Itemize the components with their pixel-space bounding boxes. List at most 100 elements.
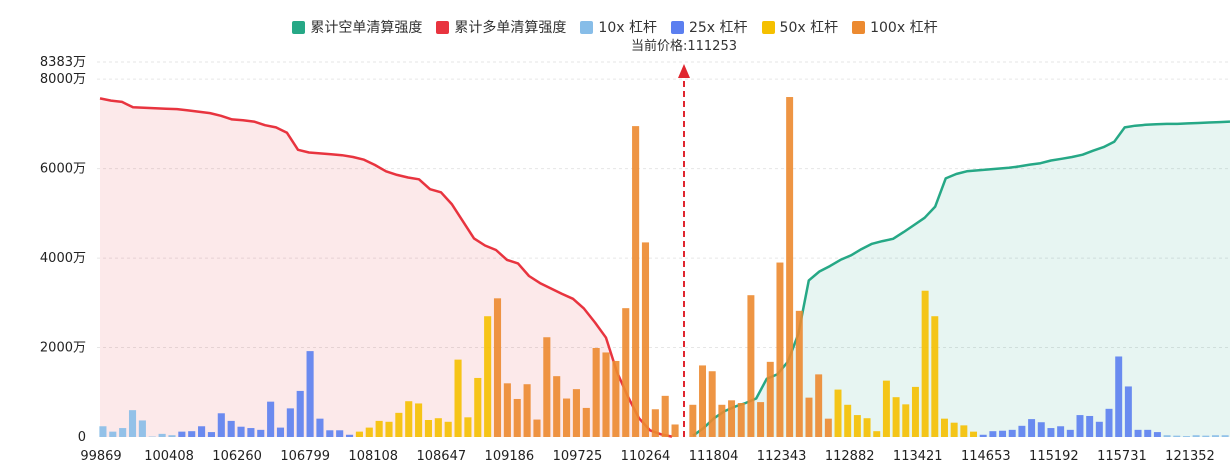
bar-right-100x bbox=[824, 418, 832, 437]
x-tick-label: 115192 bbox=[1029, 449, 1079, 464]
bar-right-25x bbox=[1105, 408, 1113, 437]
bar-right-100x bbox=[728, 400, 736, 437]
legend-item-10x[interactable]: 10x 杠杆 bbox=[580, 16, 657, 38]
bar-left-50x bbox=[464, 417, 472, 437]
bar-left-100x bbox=[533, 419, 541, 437]
x-tick-label: 110264 bbox=[621, 449, 671, 464]
x-tick-label: 109725 bbox=[553, 449, 603, 464]
bar-left-25x bbox=[247, 428, 255, 437]
bar-right-25x bbox=[979, 434, 987, 437]
bar-left-100x bbox=[572, 389, 580, 437]
bar-left-100x bbox=[612, 360, 620, 437]
bar-left-100x bbox=[641, 242, 650, 437]
legend-item-short-cumulative[interactable]: 累计空单清算强度 bbox=[292, 16, 422, 38]
x-tick-label: 108647 bbox=[416, 449, 466, 464]
bar-left-50x bbox=[385, 421, 393, 437]
bar-left-50x bbox=[355, 431, 363, 437]
legend: 累计空单清算强度 累计多单清算强度 10x 杠杆 25x 杠杆 50x 杠杆 1… bbox=[0, 16, 1230, 38]
bar-right-50x bbox=[834, 389, 842, 437]
bar-left-10x bbox=[138, 420, 146, 437]
bar-left-100x bbox=[592, 347, 600, 437]
short-cumulative-area bbox=[693, 121, 1230, 437]
long-cumulative-line bbox=[99, 97, 673, 438]
bar-right-50x bbox=[902, 404, 910, 437]
legend-label: 10x 杠杆 bbox=[598, 20, 657, 36]
y-tick-label: 2000万 bbox=[40, 341, 86, 356]
bar-right-25x bbox=[999, 430, 1007, 437]
bar-left-25x bbox=[286, 408, 294, 437]
bar-left-25x bbox=[296, 390, 304, 437]
legend-item-long-cumulative[interactable]: 累计多单清算强度 bbox=[436, 16, 566, 38]
bar-right-25x bbox=[1134, 429, 1142, 437]
bar-right-50x bbox=[911, 386, 919, 437]
bar-left-25x bbox=[336, 430, 344, 437]
bar-right-25x bbox=[1086, 415, 1094, 437]
bar-right-100x bbox=[766, 361, 774, 437]
legend-label: 25x 杠杆 bbox=[688, 20, 748, 36]
bar-right-10x bbox=[1211, 435, 1219, 437]
legend-label: 累计多单清算强度 bbox=[454, 20, 567, 36]
bar-left-25x bbox=[326, 430, 334, 437]
bar-left-100x bbox=[513, 398, 521, 437]
bar-left-10x bbox=[158, 433, 166, 437]
bar-right-10x bbox=[1221, 435, 1229, 437]
bar-left-100x bbox=[503, 383, 511, 437]
bar-right-100x bbox=[786, 97, 794, 437]
x-tick-label: 121352 bbox=[1165, 449, 1215, 464]
bar-left-10x bbox=[168, 435, 176, 437]
bar-left-25x bbox=[276, 427, 285, 437]
legend-item-25x[interactable]: 25x 杠杆 bbox=[670, 16, 748, 38]
bar-left-25x bbox=[257, 429, 265, 437]
bar-left-50x bbox=[444, 421, 452, 437]
bar-right-10x bbox=[1202, 435, 1210, 437]
bar-right-10x bbox=[1173, 435, 1181, 437]
x-tick-label: 111804 bbox=[689, 449, 739, 464]
bar-left-25x bbox=[345, 434, 354, 437]
legend-label: 50x 杠杆 bbox=[779, 20, 839, 36]
bar-left-25x bbox=[227, 420, 235, 437]
bar-right-50x bbox=[863, 418, 871, 437]
bar-right-25x bbox=[1066, 429, 1074, 437]
legend-item-100x[interactable]: 100x 杠杆 bbox=[852, 16, 938, 38]
bar-left-25x bbox=[267, 401, 275, 437]
bar-left-25x bbox=[198, 426, 206, 437]
bar-right-100x bbox=[815, 374, 823, 437]
bar-left-50x bbox=[405, 401, 413, 437]
bar-right-25x bbox=[1028, 419, 1036, 437]
bar-right-100x bbox=[795, 310, 803, 437]
bar-right-50x bbox=[970, 431, 978, 437]
long-cumulative-area bbox=[100, 98, 672, 438]
bar-left-100x bbox=[602, 352, 610, 437]
bar-right-10x bbox=[1163, 435, 1171, 437]
bar-right-50x bbox=[940, 418, 948, 437]
legend-item-50x[interactable]: 50x 杠杆 bbox=[761, 16, 839, 38]
bar-left-100x bbox=[651, 409, 659, 437]
bar-right-100x bbox=[757, 402, 765, 437]
bar-right-100x bbox=[747, 295, 755, 437]
bar-right-25x bbox=[1144, 429, 1152, 437]
x-tick-label: 115731 bbox=[1097, 449, 1147, 464]
bar-right-25x bbox=[1047, 428, 1055, 437]
legend-swatch-long-cumulative bbox=[436, 20, 450, 34]
bar-left-25x bbox=[217, 413, 225, 437]
x-tick-label: 112882 bbox=[825, 449, 875, 464]
legend-swatch-10x bbox=[580, 20, 594, 34]
current-price-arrow-icon bbox=[678, 64, 690, 78]
bar-left-50x bbox=[415, 403, 423, 437]
bar-right-25x bbox=[1153, 432, 1161, 437]
bar-right-100x bbox=[805, 397, 813, 437]
bar-left-25x bbox=[188, 431, 196, 437]
bar-left-100x bbox=[523, 384, 531, 437]
bar-left-100x bbox=[671, 424, 679, 437]
bar-right-100x bbox=[699, 365, 707, 437]
bar-right-100x bbox=[689, 404, 697, 437]
bar-right-50x bbox=[873, 431, 881, 437]
bar-left-100x bbox=[661, 395, 669, 437]
legend-swatch-25x bbox=[670, 20, 684, 34]
bar-right-50x bbox=[882, 380, 890, 437]
bar-left-100x bbox=[582, 407, 590, 437]
bar-left-100x bbox=[632, 126, 640, 438]
legend-swatch-100x bbox=[852, 20, 866, 34]
x-tick-label: 112343 bbox=[757, 449, 807, 464]
